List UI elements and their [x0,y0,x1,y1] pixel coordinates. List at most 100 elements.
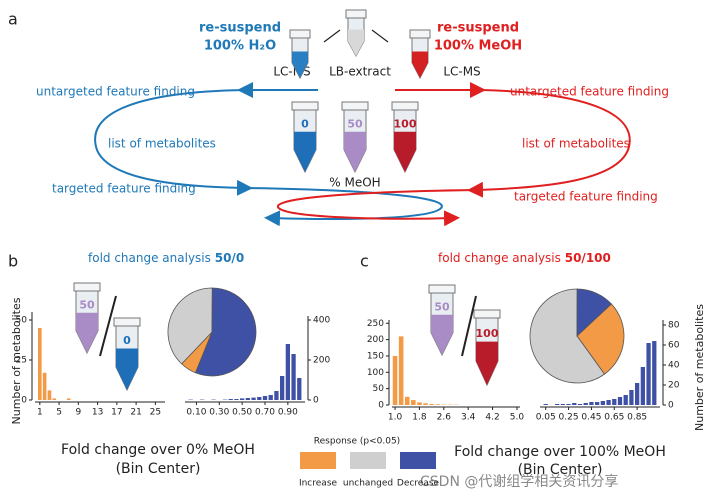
tube-liquid [394,131,416,172]
bar [251,397,256,400]
x-axis-title: (Bin Center) [518,462,603,478]
bar [297,378,302,400]
x-tick-label: 0.45 [581,413,601,423]
y-axis-title: Number of metabolites [693,304,706,431]
y-tick-label: 60 [668,341,680,351]
tube: 0 [291,101,319,174]
tube-label: 100 [476,327,499,340]
tube-label: 0 [301,117,309,130]
bar [560,404,565,405]
tube-cap [409,29,431,39]
lcms: LC-MS [443,65,480,79]
bar [435,404,440,405]
x-tick-label: 0.70 [255,408,275,418]
x-tick-label: 1 [37,408,43,418]
tube [345,9,367,58]
tube-label: 0 [123,334,131,347]
bar [612,399,617,405]
tube-label: 50 [79,298,95,311]
bar [589,402,594,405]
bar [640,367,645,405]
x-tick-label: 4.2 [485,413,499,423]
x-tick-label: 21 [130,408,141,418]
x-axis-title: Fold change over 100% MeOH [454,444,666,460]
legend-label: unchanged [343,479,393,489]
bar [42,372,47,400]
bar [234,399,239,400]
bar [228,399,233,400]
y-tick-label: 40 [668,361,680,371]
legend-title: Response (p<0.05) [314,437,400,447]
bar [606,400,611,405]
tube-label: 100 [394,117,417,130]
tube: 0 [113,317,141,392]
tube-cap [473,309,501,319]
divider [99,295,117,357]
bar [268,395,273,400]
flow-label: untargeted feature finding [510,85,669,99]
bar [555,404,560,405]
x-tick-label: 3.4 [461,413,476,423]
tube-liquid [116,348,138,390]
tube-cap [391,101,419,111]
bar [623,395,628,405]
y-tick-label: 0 [378,401,384,411]
panel-label: c [360,252,369,271]
tube: 100 [391,101,419,174]
legend-swatch [300,452,336,469]
x-tick-label: 0.25 [559,413,579,423]
bar [577,404,583,405]
tube-liquid [412,51,428,78]
tube [289,29,311,80]
x-tick-label: 25 [150,408,161,418]
bar [285,344,290,400]
legend-swatch [350,452,386,469]
bar [617,397,623,405]
pie-slice [576,288,612,337]
tube-liquid [292,51,308,78]
resuspend: re-suspend [199,21,281,36]
tube-cap [113,317,141,327]
x-axis-title: Fold change over 0% MeOH [61,442,255,458]
bar [595,402,600,405]
y-tick-label: 250 [367,319,384,329]
bar [404,396,410,405]
bar [38,328,42,400]
tube: 50 [73,282,101,355]
bar [47,390,52,400]
bar [543,404,548,405]
y-tick-label: 0 [21,396,27,406]
tube-liquid [348,29,364,56]
tube-cap [341,101,369,111]
x-tick-label: 17 [111,408,122,418]
tube-liquid [431,314,453,355]
y-tick-label: 200 [313,356,330,366]
bar [240,398,245,400]
solvent: 100% MeOH [434,39,522,54]
tube-cap [291,101,319,111]
pie-slice [529,288,606,384]
tube-liquid [344,131,366,172]
legend-label: Increase [299,479,338,489]
x-tick-label: 1.8 [412,413,427,423]
x-tick-label: 0.30 [209,408,229,418]
flow-label: list of metabolites [522,137,630,151]
bar [274,391,279,400]
bar [291,354,296,400]
bar [572,403,577,405]
flow-label: targeted feature finding [52,182,196,196]
bar [566,404,571,405]
y-tick-label: 400 [313,316,330,326]
tube: 50 [341,101,369,174]
x-tick-label: 0.05 [536,413,556,423]
legend-label: Decrease [397,479,440,489]
bar [423,403,428,405]
bar [635,383,640,405]
meoh-label: % MeOH [329,176,380,190]
pie-slice [167,287,213,365]
y-tick-label: 25 [16,356,27,366]
tube-label: 50 [347,117,363,130]
flow-label: list of metabolites [108,137,216,151]
divider [461,295,477,357]
